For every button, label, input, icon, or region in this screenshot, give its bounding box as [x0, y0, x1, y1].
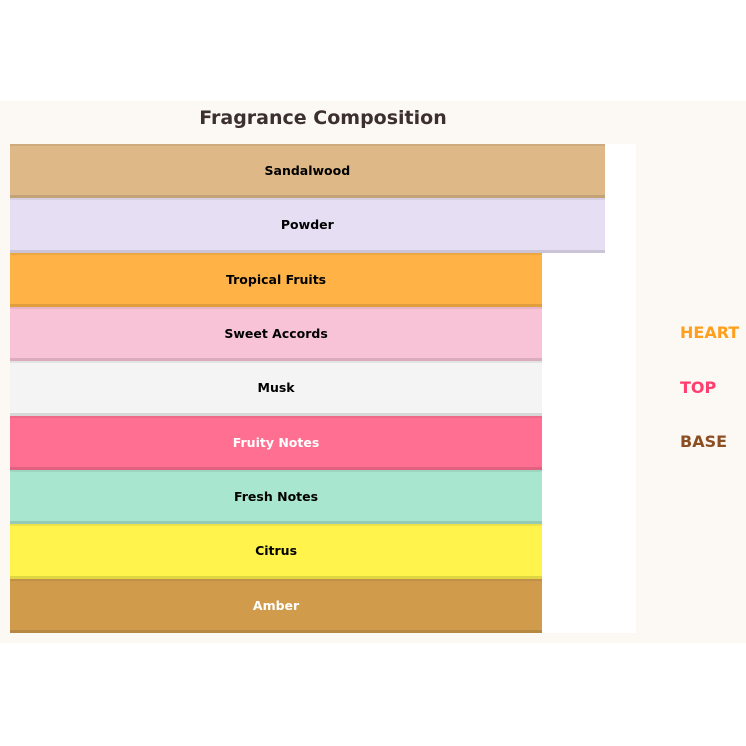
legend-item-base: BASE — [680, 432, 728, 451]
bar-label: Musk — [257, 380, 295, 396]
bar-label: Fruity Notes — [232, 434, 320, 450]
bar-label: Tropical Fruits — [225, 271, 327, 287]
bar-label: Citrus — [255, 543, 298, 559]
bar-label: Sweet Accords — [224, 326, 328, 342]
bar-fresh-notes: Fresh Notes — [10, 470, 543, 525]
bar-label: Sandalwood — [264, 163, 351, 179]
bar-sandalwood: Sandalwood — [10, 144, 605, 199]
bar-tropical-fruits: Tropical Fruits — [10, 252, 543, 307]
bar-fruity-notes: Fruity Notes — [10, 415, 543, 470]
legend-item-heart: HEART — [680, 323, 740, 342]
bar-label: Fresh Notes — [234, 489, 319, 505]
bar-citrus: Citrus — [10, 524, 543, 579]
bar-musk: Musk — [10, 361, 543, 416]
plot-area: Sandalwood Powder Tropical Fruits Sweet Acc… — [10, 144, 636, 633]
bar-sweet-accords: Sweet Accords — [10, 307, 543, 362]
chart-title: Fragrance Composition — [199, 107, 447, 129]
bar-label: Amber — [252, 597, 300, 613]
bar-label: Powder — [280, 217, 334, 233]
bar-powder: Powder — [10, 198, 605, 253]
legend-item-top: TOP — [680, 377, 717, 397]
bar-amber: Amber — [10, 578, 543, 633]
